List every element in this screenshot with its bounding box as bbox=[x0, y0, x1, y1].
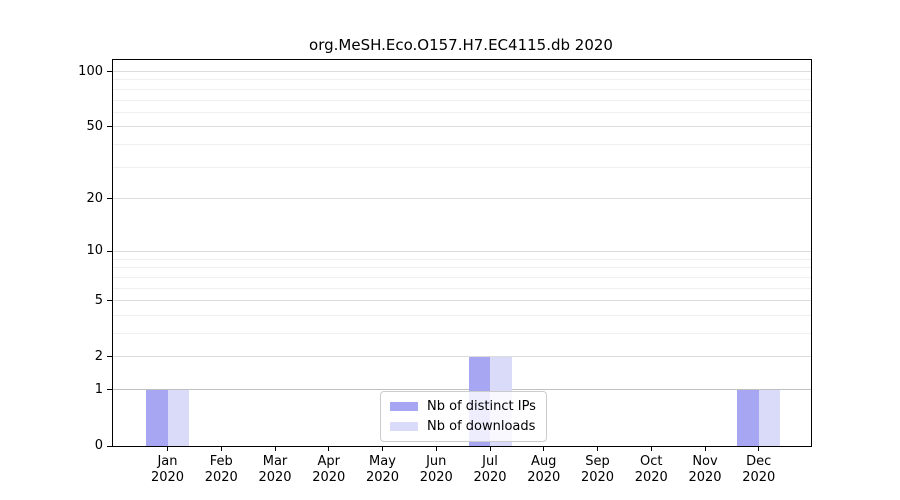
minor-gridline bbox=[113, 166, 811, 168]
x-tick-label-jul: Jul 2020 bbox=[458, 454, 522, 486]
y-tick-mark bbox=[107, 389, 112, 391]
x-tick-year: 2020 bbox=[688, 470, 722, 485]
x-tick-month: Jun bbox=[426, 454, 447, 469]
x-tick-label-jun: Jun 2020 bbox=[404, 454, 468, 486]
x-tick-mark bbox=[220, 446, 222, 451]
y-tick-mark bbox=[107, 356, 112, 358]
x-tick-month: Mar bbox=[262, 454, 288, 469]
x-tick-year: 2020 bbox=[634, 470, 668, 485]
y-tick-mark bbox=[107, 250, 112, 252]
major-gridline bbox=[113, 198, 811, 200]
major-gridline bbox=[113, 389, 811, 391]
x-tick-label-feb: Feb 2020 bbox=[189, 454, 253, 486]
x-tick-mark bbox=[489, 446, 491, 451]
bar-distinct-ips-jan bbox=[146, 389, 168, 446]
major-gridline bbox=[113, 126, 811, 128]
x-tick-label-jan: Jan 2020 bbox=[136, 454, 200, 486]
y-tick-label: 10 bbox=[86, 243, 103, 259]
x-tick-mark bbox=[704, 446, 706, 451]
x-tick-mark bbox=[167, 446, 168, 451]
x-tick-month: Dec bbox=[746, 454, 772, 469]
x-tick-month: Apr bbox=[317, 454, 341, 469]
x-tick-month: May bbox=[369, 454, 396, 469]
minor-gridline bbox=[113, 333, 811, 334]
x-tick-label-dec: Dec 2020 bbox=[727, 454, 791, 486]
x-tick-year: 2020 bbox=[365, 470, 400, 485]
y-tick-mark bbox=[107, 300, 112, 302]
downloads-swatch-icon bbox=[390, 422, 418, 431]
x-tick-mark bbox=[274, 446, 276, 451]
x-tick-label-mar: Mar 2020 bbox=[243, 454, 307, 486]
x-tick-year: 2020 bbox=[580, 470, 615, 485]
x-tick-year: 2020 bbox=[204, 470, 238, 485]
y-tick-label: 5 bbox=[94, 292, 103, 308]
x-tick-year: 2020 bbox=[419, 470, 453, 485]
minor-gridline bbox=[113, 276, 811, 278]
minor-gridline bbox=[113, 267, 811, 269]
x-tick-label-may: May 2020 bbox=[351, 454, 415, 486]
x-tick-year: 2020 bbox=[312, 470, 346, 485]
legend-item-distinct-ips: Nb of distinct IPs bbox=[390, 399, 536, 414]
minor-gridline bbox=[113, 111, 811, 113]
x-tick-label-sep: Sep 2020 bbox=[566, 454, 630, 486]
bar-downloads-dec bbox=[758, 389, 781, 446]
x-tick-year: 2020 bbox=[742, 470, 776, 485]
minor-gridline bbox=[113, 88, 811, 90]
x-tick-month: Aug bbox=[531, 454, 557, 469]
plot-area: Nb of distinct IPs Nb of downloads 0 1 2 5 1… bbox=[78, 59, 812, 485]
x-tick-mark bbox=[543, 446, 545, 451]
legend-label-downloads: Nb of downloads bbox=[427, 419, 536, 434]
minor-gridline bbox=[113, 79, 811, 81]
bar-distinct-ips-dec bbox=[737, 389, 759, 446]
minor-gridline bbox=[113, 287, 811, 289]
x-tick-label-oct: Oct 2020 bbox=[619, 454, 683, 486]
y-tick-mark bbox=[107, 71, 112, 72]
x-tick-label-apr: Apr 2020 bbox=[297, 454, 361, 486]
x-tick-year: 2020 bbox=[473, 470, 507, 485]
minor-gridline bbox=[113, 314, 811, 316]
x-tick-mark bbox=[597, 446, 598, 451]
x-tick-month: Jul bbox=[482, 454, 498, 469]
y-tick-label: 0 bbox=[94, 438, 103, 453]
y-tick-label: 2 bbox=[94, 348, 103, 364]
minor-gridline bbox=[113, 258, 811, 260]
x-tick-mark bbox=[758, 446, 760, 451]
y-tick-label: 1 bbox=[94, 381, 103, 397]
x-tick-mark bbox=[650, 446, 652, 451]
chart-title: org.MeSH.Eco.O157.H7.EC4115.db 2020 bbox=[309, 36, 613, 54]
y-tick-mark bbox=[107, 126, 112, 128]
legend: Nb of distinct IPs Nb of downloads bbox=[380, 391, 547, 442]
y-tick-mark bbox=[107, 198, 112, 200]
x-tick-month: Jan bbox=[157, 454, 178, 469]
y-tick-label: 100 bbox=[78, 63, 103, 79]
x-tick-label-nov: Nov 2020 bbox=[673, 454, 737, 486]
x-tick-label-aug: Aug 2020 bbox=[512, 454, 576, 486]
major-gridline bbox=[113, 250, 811, 252]
x-tick-year: 2020 bbox=[150, 470, 185, 485]
x-tick-month: Sep bbox=[585, 454, 610, 469]
major-gridline bbox=[113, 300, 811, 302]
major-gridline bbox=[113, 356, 811, 358]
y-tick-label: 20 bbox=[86, 190, 103, 206]
x-tick-month: Feb bbox=[209, 454, 233, 469]
minor-gridline bbox=[113, 99, 811, 101]
x-tick-mark bbox=[382, 446, 383, 451]
x-tick-mark bbox=[435, 446, 437, 451]
x-tick-month: Nov bbox=[692, 454, 718, 469]
x-tick-mark bbox=[328, 446, 330, 451]
distinct-ips-swatch-icon bbox=[390, 402, 418, 411]
x-tick-year: 2020 bbox=[527, 470, 561, 485]
x-tick-month: Oct bbox=[640, 454, 663, 469]
y-tick-label: 50 bbox=[86, 118, 103, 134]
x-tick-year: 2020 bbox=[258, 470, 292, 485]
bar-downloads-jan bbox=[167, 389, 189, 446]
legend-label-distinct-ips: Nb of distinct IPs bbox=[427, 399, 536, 414]
minor-gridline bbox=[113, 144, 811, 146]
major-gridline bbox=[113, 71, 811, 72]
legend-item-downloads: Nb of downloads bbox=[390, 419, 536, 434]
y-tick-mark bbox=[107, 445, 112, 447]
